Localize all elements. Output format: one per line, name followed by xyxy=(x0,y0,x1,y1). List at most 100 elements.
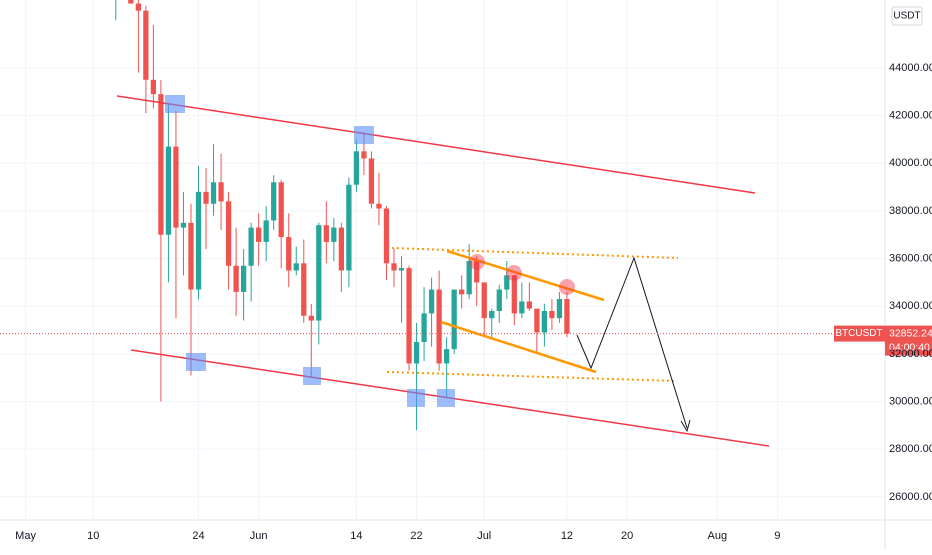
candle-body xyxy=(481,282,487,319)
currency-box[interactable] xyxy=(891,6,923,26)
y-tick-label: 34000.00 xyxy=(889,300,932,312)
candle-body xyxy=(526,301,532,309)
candle-body xyxy=(383,208,390,264)
high-marker xyxy=(469,254,485,270)
y-tick-label: 28000.00 xyxy=(889,443,932,455)
highs xyxy=(469,254,575,295)
candle-body xyxy=(248,227,254,266)
y-tick-label: 38000.00 xyxy=(889,205,932,217)
candle-body xyxy=(361,151,367,159)
candle-body xyxy=(180,222,187,228)
y-tick-label: 26000.00 xyxy=(889,491,932,503)
candle-body xyxy=(353,151,360,185)
marker xyxy=(437,389,455,407)
candle-body xyxy=(203,191,209,204)
x-tick-label: 12 xyxy=(561,530,573,542)
projection-arrow xyxy=(680,419,691,433)
candle-body xyxy=(466,260,472,295)
marker xyxy=(186,353,206,371)
candle-body xyxy=(173,146,179,228)
candle-body xyxy=(293,263,299,271)
candle-body xyxy=(511,275,517,314)
last-price: BTCUSDT 32852.24 04:00:40 xyxy=(0,325,932,356)
candle-body xyxy=(504,275,510,290)
candle-body xyxy=(323,225,329,242)
touch-markers xyxy=(165,95,455,407)
candle-body xyxy=(428,289,435,314)
candle-body xyxy=(451,289,457,350)
range-bottom xyxy=(386,371,678,382)
marker xyxy=(165,95,185,113)
candle-body xyxy=(549,310,555,319)
candle-body xyxy=(331,227,337,242)
currency: USDT xyxy=(893,11,920,22)
x-tick-label: May xyxy=(15,530,36,542)
candle-body xyxy=(271,182,277,221)
candle-body xyxy=(316,225,322,321)
candle-body xyxy=(150,79,157,95)
x-tick-label: 9 xyxy=(774,530,780,542)
candle-body xyxy=(286,237,292,271)
candle-body xyxy=(496,289,502,311)
y-tick-label: 40000.00 xyxy=(889,157,932,169)
high-marker xyxy=(506,265,522,281)
candle-body xyxy=(188,222,194,290)
candle-body xyxy=(459,289,465,295)
candle-body xyxy=(474,260,480,283)
candle-body xyxy=(165,146,172,235)
candle-body xyxy=(218,182,224,202)
candle-body xyxy=(240,265,247,292)
x-tick-label: Jun xyxy=(250,530,268,542)
candle-body xyxy=(391,263,397,271)
y-tick-label: 36000.00 xyxy=(889,252,932,264)
symbol: BTCUSDT xyxy=(835,328,882,339)
candle-body xyxy=(413,341,420,364)
range-top xyxy=(391,247,679,259)
candle-body xyxy=(128,0,134,4)
candle-body xyxy=(564,299,570,334)
x-tick-label: Jul xyxy=(477,530,491,542)
candle-body xyxy=(135,3,141,11)
last-price: 32852.24 xyxy=(889,327,932,339)
marker xyxy=(354,126,374,144)
x-tick-label: 10 xyxy=(87,530,99,542)
candle-body xyxy=(376,203,382,209)
candle-body xyxy=(225,201,232,266)
y-tick-label: 42000.00 xyxy=(889,109,932,121)
candle-body xyxy=(278,182,284,238)
x-tick-label: 20 xyxy=(621,530,633,542)
marker xyxy=(407,389,425,407)
channel-bottom xyxy=(440,320,597,374)
marker xyxy=(303,367,321,385)
x-tick-label: 14 xyxy=(350,530,362,542)
candle-body xyxy=(233,265,239,292)
candle-body xyxy=(444,349,450,364)
projection-path xyxy=(576,256,688,429)
candles xyxy=(115,0,570,431)
x-tick-label: 24 xyxy=(192,530,204,542)
x-tick-label: 22 xyxy=(410,530,422,542)
channel-top xyxy=(446,249,605,302)
candle-body xyxy=(158,94,164,235)
candle-body xyxy=(368,158,375,204)
candle-body xyxy=(541,310,548,333)
candle-body xyxy=(195,191,202,290)
y-tick-label: 30000.00 xyxy=(889,395,932,407)
high-marker xyxy=(559,279,575,295)
candle-body xyxy=(301,263,307,316)
candle-body xyxy=(256,227,262,242)
candle-body xyxy=(489,310,495,319)
x-tick-label: Aug xyxy=(708,530,728,542)
symbol-box xyxy=(834,325,885,342)
y-tick-label: 32000.00 xyxy=(889,348,932,360)
candle-body xyxy=(421,313,427,342)
resistance-line xyxy=(116,95,756,194)
candle-body xyxy=(436,289,442,364)
candle-body xyxy=(519,301,525,314)
candle-body xyxy=(556,299,563,319)
candle-body xyxy=(338,227,344,271)
candle-body xyxy=(308,315,314,321)
candle-body xyxy=(210,182,217,204)
price-box xyxy=(885,325,932,356)
